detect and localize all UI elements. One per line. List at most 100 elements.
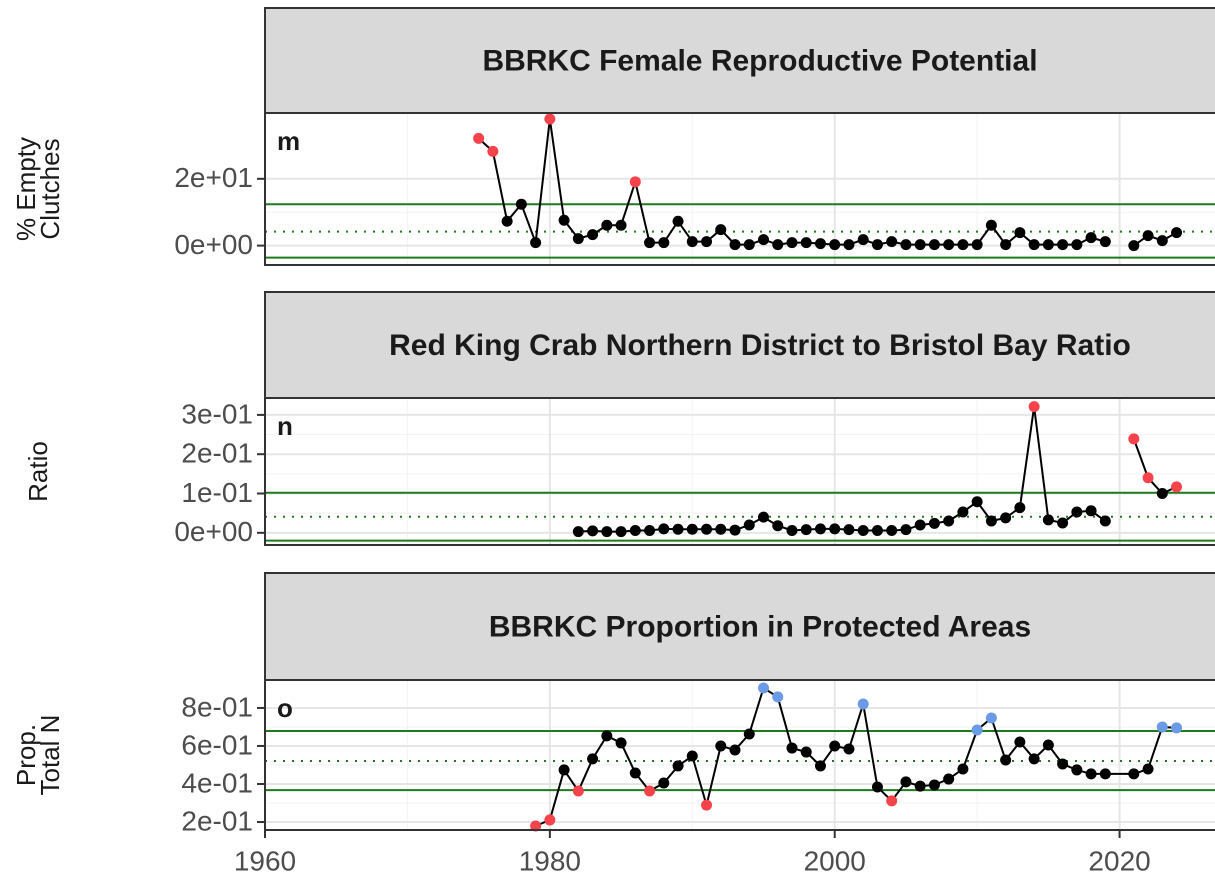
data-point <box>1099 515 1111 527</box>
data-point <box>814 760 826 772</box>
data-point <box>971 496 983 508</box>
data-point <box>1057 517 1069 529</box>
panel-border <box>264 397 1215 546</box>
strip <box>264 7 1215 114</box>
data-point <box>601 730 613 742</box>
data-point <box>900 524 912 536</box>
data-point <box>914 780 926 792</box>
data-point <box>1085 505 1097 517</box>
data-point <box>686 523 698 535</box>
data-point <box>701 799 713 811</box>
data-point <box>701 236 713 248</box>
data-point <box>914 519 926 531</box>
data-point <box>572 785 584 797</box>
data-point <box>1156 235 1168 247</box>
data-point <box>558 764 570 776</box>
data-point <box>1028 239 1040 251</box>
data-point <box>501 215 513 227</box>
data-point <box>758 511 770 523</box>
y-axis-label: Ratio <box>23 441 53 502</box>
data-point <box>487 145 499 157</box>
data-point <box>900 239 912 251</box>
panel-title: Red King Crab Northern District to Brist… <box>389 329 1131 362</box>
data-point <box>729 744 741 756</box>
data-point <box>1014 736 1026 748</box>
data-point <box>1156 721 1168 733</box>
data-point <box>843 524 855 536</box>
data-point <box>1028 401 1040 413</box>
data-point <box>658 237 670 249</box>
data-point <box>1142 472 1154 484</box>
data-point <box>843 239 855 251</box>
data-point <box>530 820 542 832</box>
y-tick-label: 6e-01 <box>181 729 253 760</box>
y-tick-label: 0e+00 <box>174 516 253 547</box>
data-point <box>1057 239 1069 251</box>
data-point <box>715 224 727 236</box>
data-point <box>1156 488 1168 500</box>
data-point <box>957 239 969 251</box>
data-point <box>800 524 812 536</box>
data-point <box>587 753 599 765</box>
data-point <box>843 743 855 755</box>
data-point <box>985 219 997 231</box>
data-point <box>658 777 670 789</box>
data-point <box>857 698 869 710</box>
data-point <box>587 229 599 241</box>
panel-border <box>264 112 1215 266</box>
data-point <box>629 524 641 536</box>
data-point <box>800 746 812 758</box>
data-point <box>587 525 599 537</box>
data-point <box>985 712 997 724</box>
data-point <box>871 524 883 536</box>
data-point <box>758 234 770 246</box>
data-point <box>1028 753 1040 765</box>
data-point <box>928 779 940 791</box>
data-point <box>1042 239 1054 251</box>
data-point <box>1000 754 1012 766</box>
y-tick-label: 2e-01 <box>181 805 253 836</box>
data-point <box>629 176 641 188</box>
data-point <box>1128 240 1140 252</box>
data-point <box>971 724 983 736</box>
panel-label: o <box>277 693 293 723</box>
data-point <box>729 239 741 251</box>
data-point <box>814 238 826 250</box>
y-tick-label: 8e-01 <box>181 691 253 722</box>
data-point <box>1085 768 1097 780</box>
strip <box>264 572 1215 681</box>
data-point <box>558 214 570 226</box>
data-point <box>1014 227 1026 239</box>
y-axis-label: % Empty <box>11 137 41 241</box>
y-axis-label: Prop. <box>11 724 41 786</box>
x-tick-label: 1980 <box>519 845 581 876</box>
data-line <box>1133 231 1178 247</box>
data-point <box>772 239 784 251</box>
panel-label: m <box>277 126 300 156</box>
data-point <box>1099 768 1111 780</box>
plot-area <box>265 113 1215 265</box>
data-point <box>615 219 627 231</box>
data-point <box>629 767 641 779</box>
data-point <box>1085 232 1097 244</box>
y-tick-label: 2e-01 <box>181 438 253 469</box>
data-point <box>829 523 841 535</box>
data-point <box>715 523 727 535</box>
data-point <box>715 740 727 752</box>
data-point <box>1171 722 1183 734</box>
plot-area <box>265 398 1215 545</box>
data-point <box>601 219 613 231</box>
data-point <box>857 234 869 246</box>
data-point <box>1000 239 1012 251</box>
data-point <box>914 239 926 251</box>
data-point <box>658 523 670 535</box>
data-point <box>886 236 898 248</box>
data-point <box>644 524 656 536</box>
data-point <box>1142 230 1154 242</box>
y-axis-label: Total N <box>35 715 65 796</box>
data-point <box>743 728 755 740</box>
data-point <box>572 233 584 245</box>
x-tick-label: 2000 <box>804 845 866 876</box>
